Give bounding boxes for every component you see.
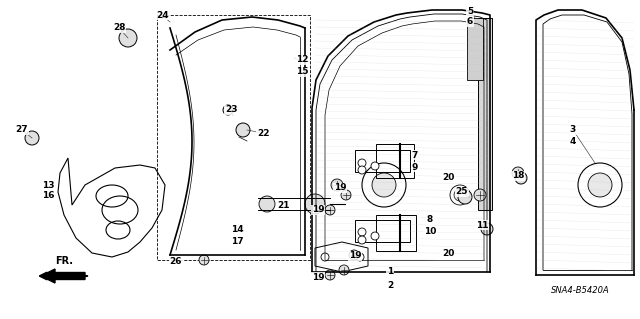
FancyArrow shape — [41, 269, 85, 283]
Text: 6: 6 — [467, 18, 473, 26]
Circle shape — [358, 228, 366, 236]
Text: 17: 17 — [230, 236, 243, 246]
Text: 20: 20 — [442, 249, 454, 257]
Text: 13: 13 — [42, 181, 54, 189]
Text: 15: 15 — [296, 68, 308, 77]
Circle shape — [223, 105, 233, 115]
Circle shape — [481, 223, 493, 235]
Text: 8: 8 — [427, 216, 433, 225]
Text: 20: 20 — [442, 174, 454, 182]
Text: 21: 21 — [276, 201, 289, 210]
Circle shape — [349, 250, 359, 260]
Circle shape — [321, 253, 329, 261]
Text: 26: 26 — [170, 257, 182, 266]
Text: 23: 23 — [225, 106, 237, 115]
Text: 19: 19 — [312, 205, 324, 214]
Text: 19: 19 — [333, 183, 346, 192]
Circle shape — [358, 236, 366, 244]
Bar — [376, 215, 416, 251]
Text: 7: 7 — [412, 151, 418, 160]
Bar — [376, 144, 414, 178]
Text: 19: 19 — [349, 251, 362, 261]
Text: 11: 11 — [476, 220, 488, 229]
Circle shape — [371, 232, 379, 240]
Circle shape — [458, 190, 472, 204]
Text: 14: 14 — [230, 226, 243, 234]
Text: 5: 5 — [467, 8, 473, 17]
Bar — [355, 220, 410, 242]
Circle shape — [199, 255, 209, 265]
Circle shape — [588, 173, 612, 197]
Text: 1: 1 — [387, 268, 393, 277]
Text: 4: 4 — [570, 137, 576, 145]
Text: 9: 9 — [412, 162, 418, 172]
Text: 19: 19 — [312, 272, 324, 281]
Text: 18: 18 — [512, 172, 524, 181]
Bar — [467, 18, 483, 80]
Circle shape — [305, 194, 325, 214]
Circle shape — [454, 189, 466, 201]
Text: 2: 2 — [387, 280, 393, 290]
Circle shape — [515, 172, 527, 184]
Text: 3: 3 — [570, 125, 576, 135]
Circle shape — [371, 162, 379, 170]
Text: 28: 28 — [113, 24, 125, 33]
Text: 24: 24 — [157, 11, 170, 19]
Circle shape — [372, 173, 396, 197]
Circle shape — [236, 123, 250, 137]
Circle shape — [341, 190, 351, 200]
Bar — [478, 18, 492, 210]
Circle shape — [356, 253, 364, 261]
Text: FR.: FR. — [55, 256, 73, 266]
Circle shape — [339, 265, 349, 275]
Circle shape — [325, 270, 335, 280]
Text: 25: 25 — [456, 188, 468, 197]
Text: SNA4-B5420A: SNA4-B5420A — [551, 286, 610, 295]
Circle shape — [331, 179, 343, 191]
Text: 16: 16 — [42, 191, 54, 201]
Bar — [157, 15, 310, 260]
Circle shape — [358, 166, 366, 174]
Circle shape — [358, 159, 366, 167]
Text: 22: 22 — [257, 129, 269, 137]
Circle shape — [259, 196, 275, 212]
Bar — [355, 150, 410, 172]
Text: 27: 27 — [16, 125, 28, 135]
Circle shape — [119, 29, 137, 47]
Circle shape — [512, 167, 524, 179]
Circle shape — [25, 131, 39, 145]
Text: 12: 12 — [296, 56, 308, 64]
Circle shape — [474, 189, 486, 201]
Text: 10: 10 — [424, 226, 436, 235]
Circle shape — [325, 205, 335, 215]
